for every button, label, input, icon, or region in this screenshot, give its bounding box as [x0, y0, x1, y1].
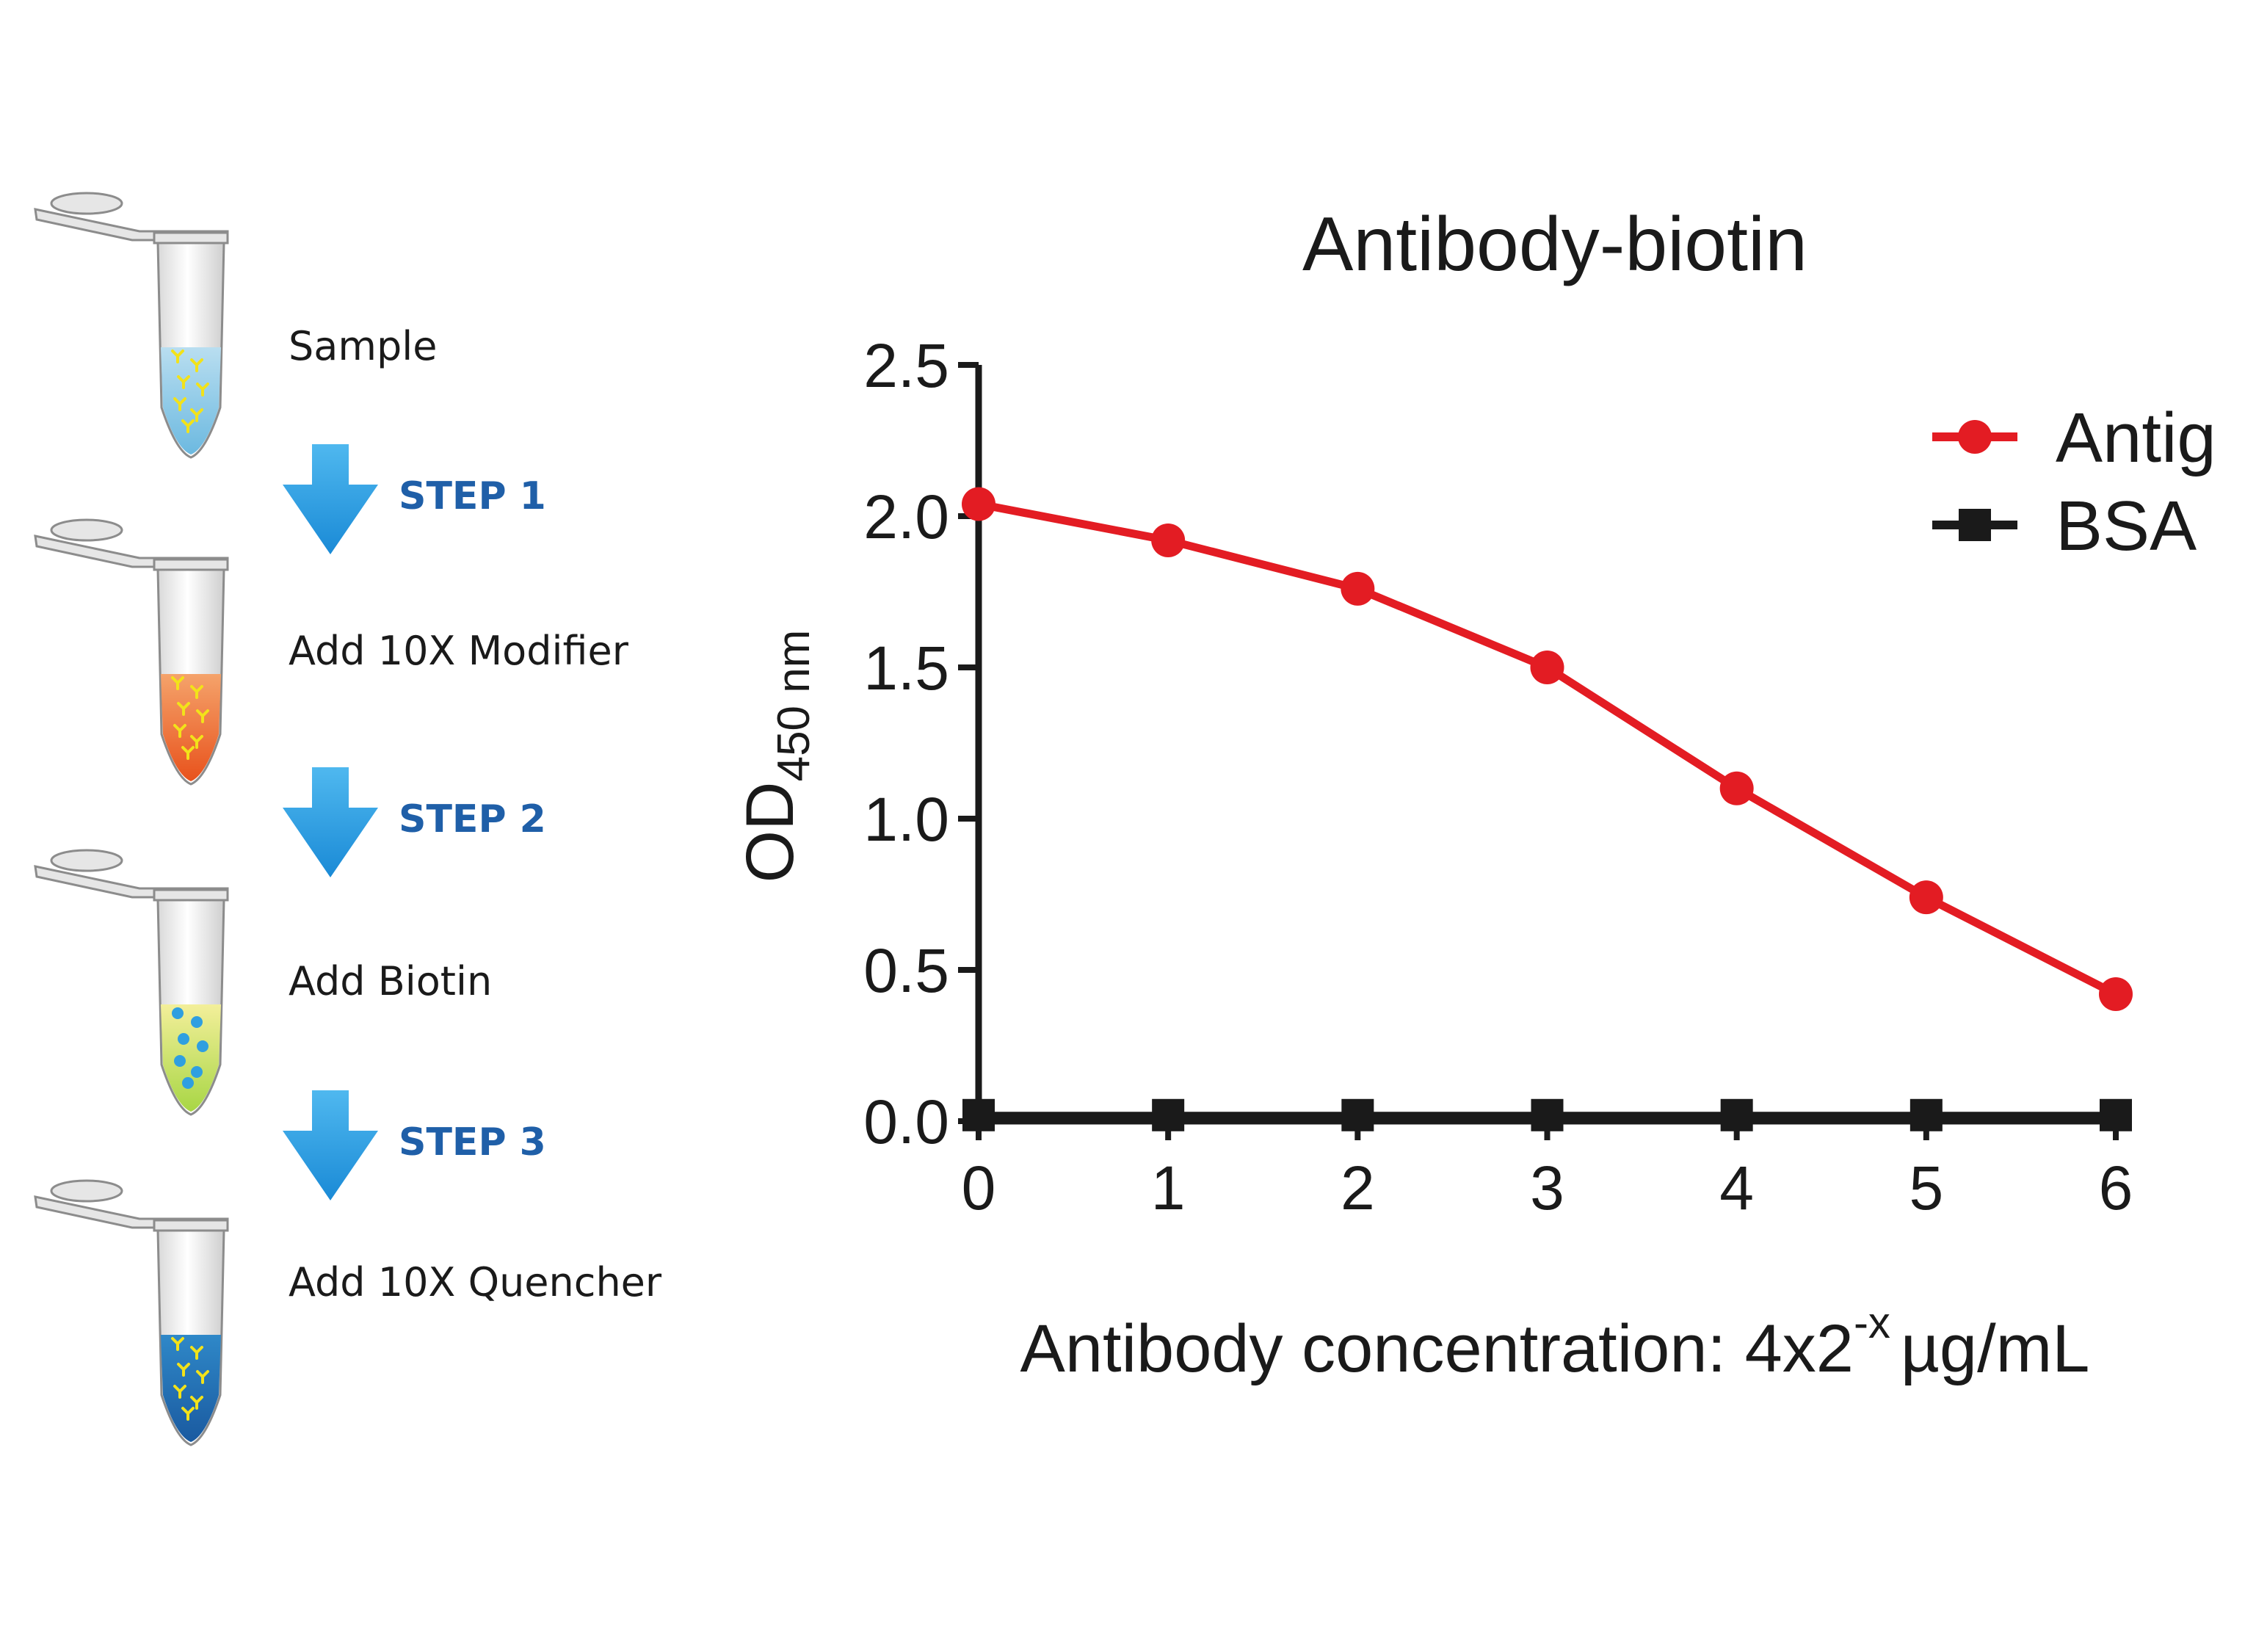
y-axis-label-main: OD [733, 781, 808, 883]
data-point-circle [1909, 880, 1943, 915]
step-label: STEP 2 [399, 797, 546, 841]
legend-marker-circle [1958, 420, 1992, 454]
legend-marker-square [1959, 509, 1991, 541]
series-line [977, 500, 2118, 998]
data-point-circle [1151, 523, 1186, 557]
microcentrifuge-tube-icon [34, 192, 229, 459]
data-point-square [962, 1098, 995, 1131]
y-tick-label: 0.5 [863, 936, 949, 1005]
y-axis-label-sub: 450 nm [769, 630, 819, 782]
y-tick-label: 0.0 [863, 1087, 949, 1156]
chart-legend: Antig BSA [1932, 399, 2216, 565]
data-point-square [2100, 1098, 2132, 1131]
x-tick-label: 0 [962, 1153, 996, 1222]
x-tick-label: 1 [1151, 1153, 1186, 1222]
down-arrow-icon [283, 1090, 378, 1200]
microcentrifuge-tube-icon [34, 849, 229, 1116]
x-axis-label: Antibody concentration: 4x2-x µg/mL [1020, 1298, 2090, 1386]
data-point-square [1341, 1098, 1374, 1131]
data-point-square [1720, 1098, 1753, 1131]
stage-label: Add Biotin [289, 958, 492, 1004]
legend-label: BSA [2056, 487, 2197, 565]
down-arrow-icon [283, 767, 378, 877]
x-axis-label-main: Antibody concentration: 4x2 [1020, 1311, 1854, 1386]
y-tick-label: 1.5 [863, 634, 949, 703]
x-tick-label: 6 [2099, 1153, 2133, 1222]
data-point-square [1531, 1098, 1564, 1131]
data-point-circle [1530, 651, 1564, 684]
x-tick-label: 2 [1341, 1153, 1375, 1222]
data-point-square [1152, 1098, 1185, 1131]
line-chart: Antibody-biotin OD450 nm Antibody concen… [733, 202, 2216, 1386]
y-axis-label: OD450 nm [733, 630, 819, 883]
y-tick-label: 2.5 [863, 331, 949, 400]
chart-title: Antibody-biotin [1302, 202, 1807, 287]
x-tick-label: 3 [1530, 1153, 1564, 1222]
protocol-panel: Sample Add 10X Modifier Add Biotin Add 10X … [34, 192, 662, 1446]
down-arrow-icon [283, 444, 378, 554]
stage-label: Add 10X Quencher [289, 1259, 662, 1305]
microcentrifuge-tube-icon [34, 518, 229, 786]
x-axis-label-unit: µg/mL [1901, 1311, 2090, 1386]
data-point-circle [2099, 977, 2133, 1011]
chart-series [962, 487, 2133, 1131]
y-tick-label: 1.0 [863, 785, 949, 854]
legend-label: Antig [2056, 399, 2216, 477]
data-point-circle [1341, 571, 1375, 606]
data-point-circle [1719, 771, 1754, 805]
x-axis-label-sup: -x [1854, 1298, 1890, 1347]
stage-label: Add 10X Modifier [289, 628, 629, 674]
microcentrifuge-tube-icon [34, 1179, 229, 1446]
data-point-square [1909, 1098, 1943, 1131]
step-label: STEP 1 [399, 474, 546, 518]
stage-label: Sample [289, 323, 437, 369]
x-tick-label: 5 [1909, 1153, 1943, 1222]
data-point-circle [962, 487, 995, 521]
y-tick-label: 2.0 [863, 482, 949, 551]
x-tick-label: 4 [1719, 1153, 1754, 1222]
chart-axes: 0.0 0.5 1.0 1.5 2.0 2.5 0 1 2 3 4 5 6 [863, 331, 2133, 1222]
step-label: STEP 3 [399, 1120, 546, 1164]
